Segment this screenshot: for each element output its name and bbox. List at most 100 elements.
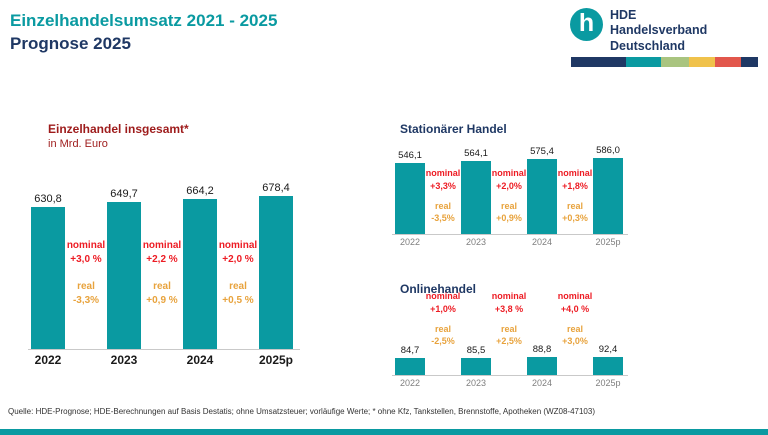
annotation-column: nominal +2,0% real +0,9% (492, 167, 527, 234)
axis-spacer (220, 353, 256, 367)
page-title-line2: Prognose 2025 (10, 33, 131, 53)
brand-strip-segment (741, 57, 758, 67)
nominal-label: nominal (218, 240, 258, 251)
nominal-annotation: nominal +3,3% (426, 167, 461, 191)
annotation-stack: nominal +3,8 % real +2,5% (492, 290, 527, 347)
real-annotation: real +0,9 % (143, 280, 181, 307)
bar-column: 546,1 (392, 150, 428, 234)
bar (461, 161, 491, 234)
bar (31, 207, 65, 349)
nominal-label: nominal (142, 240, 182, 251)
annotation-column: nominal +3,0 % real -3,3% (67, 239, 105, 349)
axis-label: 2025p (595, 237, 621, 247)
real-label: real (567, 323, 584, 334)
real-value: -2,5% (431, 335, 455, 346)
bar-value-label: 92,4 (598, 344, 618, 355)
bar (183, 199, 217, 349)
bar-column: 664,2 (180, 185, 220, 349)
real-annotation: real -2,5% (426, 323, 461, 347)
logo-acronym: HDE (610, 8, 637, 22)
real-value: -3,3% (72, 294, 100, 306)
bar-column: 92,4 (590, 344, 626, 375)
axis-label: 2025p (258, 353, 294, 367)
chart-einzelhandel-insgesamt: Einzelhandel insgesamt* in Mrd. Euro 630… (28, 118, 300, 367)
axis-spacer (560, 378, 590, 388)
real-value: -3,5% (431, 212, 455, 223)
axis-spacer (144, 353, 180, 367)
annotation-stack: nominal +1,8% real +0,3% (558, 167, 593, 224)
brand-strip-segment (661, 57, 689, 67)
nominal-value: +2,0% (496, 180, 522, 191)
annotation-stack: nominal +4,0 % real +3,0% (558, 290, 593, 347)
hde-logo-icon: h (570, 8, 603, 41)
logo-org-line2: Deutschland (610, 38, 686, 53)
axis-label: 2024 (531, 237, 553, 247)
nominal-annotation: nominal +2,0% (492, 167, 527, 191)
axis-label: 2025p (595, 378, 621, 388)
brand-color-strip (571, 57, 758, 67)
nominal-label: nominal (491, 291, 527, 302)
real-value: +3,0% (562, 335, 588, 346)
x-axis-labels: 2022 2023 2024 2025p (28, 353, 300, 367)
real-label: real (501, 200, 518, 211)
real-value: +2,5% (496, 335, 522, 346)
bar-column: 575,4 (524, 146, 560, 234)
nominal-value: +4,0 % (560, 303, 590, 314)
bar (527, 159, 557, 234)
nominal-label: nominal (425, 168, 461, 179)
bar-column: 630,8 (28, 193, 68, 349)
real-label: real (435, 200, 452, 211)
real-annotation: real +0,5 % (219, 280, 257, 307)
nominal-annotation: nominal +2,2 % (143, 239, 181, 266)
axis-label: 2023 (465, 237, 487, 247)
nominal-value: +3,8 % (494, 303, 524, 314)
nominal-value: +2,0 % (222, 253, 254, 265)
nominal-annotation: nominal +4,0 % (558, 290, 593, 314)
plot-area: 84,7 nominal +1,0% real -2,5% 85,5 nominal +3,8… (392, 291, 628, 376)
bar-column: 678,4 (256, 182, 296, 349)
bar-column: 84,7 (392, 345, 428, 375)
source-note: Quelle: HDE-Prognose; HDE-Berechnungen a… (8, 407, 595, 416)
real-annotation: real -3,5% (426, 200, 461, 224)
bar-value-label: 88,8 (532, 344, 552, 355)
annotation-column: nominal +3,3% real -3,5% (426, 167, 461, 234)
chart-subtitle: in Mrd. Euro (48, 138, 108, 150)
real-label: real (567, 200, 584, 211)
bar-column: 85,5 (458, 345, 494, 375)
axis-spacer (68, 353, 104, 367)
nominal-annotation: nominal +1,0% (426, 290, 461, 314)
bar (395, 163, 425, 234)
nominal-annotation: nominal +2,0 % (219, 239, 257, 266)
axis-label: 2024 (531, 378, 553, 388)
bar-value-label: 586,0 (596, 145, 620, 156)
real-label: real (435, 323, 452, 334)
bar (259, 196, 293, 349)
bar-value-label: 575,4 (530, 146, 554, 157)
bar-value-label: 649,7 (110, 188, 138, 200)
logo-org-line1: Handelsverband (610, 23, 708, 38)
nominal-label: nominal (557, 168, 593, 179)
hde-logo-text: HDE Handelsverband Deutschland (610, 8, 707, 54)
nominal-annotation: nominal +1,8% (558, 167, 593, 191)
real-value: +0,3% (562, 212, 588, 223)
brand-strip-segment (689, 57, 715, 67)
annotation-stack: nominal +2,0% real +0,9% (492, 167, 527, 224)
real-value: +0,9 % (146, 294, 178, 306)
chart-title: Onlinehandel (400, 282, 477, 296)
annotation-column: nominal +1,8% real +0,3% (558, 167, 593, 234)
annotation-stack: nominal +1,0% real -2,5% (426, 290, 461, 347)
annotation-stack: nominal +2,2 % real +0,9 % (143, 239, 181, 307)
x-axis-labels: 2022 2023 2024 2025p (392, 378, 628, 388)
nominal-annotation: nominal +3,0 % (67, 239, 105, 266)
real-annotation: real +3,0% (558, 323, 593, 347)
axis-label: 2022 (399, 378, 421, 388)
nominal-label: nominal (491, 168, 527, 179)
bar (593, 357, 623, 375)
axis-label: 2024 (186, 353, 214, 367)
bar (107, 202, 141, 349)
chart-onlinehandel: Onlinehandel 84,7 nominal +1,0% real -2,5% 85… (392, 278, 628, 388)
annotation-stack: nominal +2,0 % real +0,5 % (219, 239, 257, 307)
bar-value-label: 546,1 (398, 150, 422, 161)
nominal-annotation: nominal +3,8 % (492, 290, 527, 314)
real-value: +0,5 % (222, 294, 254, 306)
